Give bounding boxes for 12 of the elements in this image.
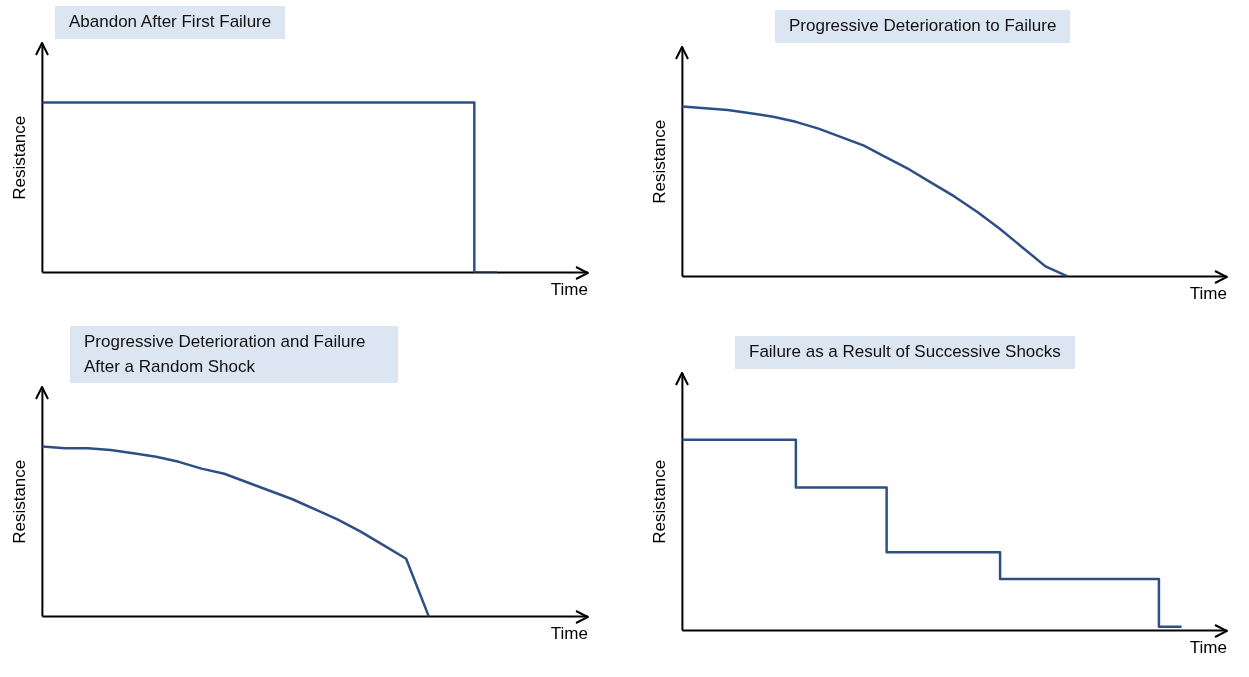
- x-axis-title: Time: [550, 624, 588, 644]
- x-axis-title: Time: [1189, 284, 1227, 304]
- y-axis-title: Resistance: [649, 459, 669, 544]
- chart-title: Progressive Deterioration to Failure: [775, 10, 1071, 43]
- x-axis-title: Time: [1189, 638, 1227, 658]
- chart-title: Failure as a Result of Successive Shocks: [735, 336, 1075, 369]
- y-axis-title: Resistance: [9, 460, 29, 545]
- x-axis-title: Time: [550, 280, 588, 300]
- y-axis-title: Resistance: [649, 119, 669, 204]
- chart-title: Abandon After First Failure: [55, 6, 286, 39]
- y-axis-title: Resistance: [9, 115, 29, 200]
- chart-title: Progressive Deterioration and Failure After a Random Shock: [70, 326, 398, 384]
